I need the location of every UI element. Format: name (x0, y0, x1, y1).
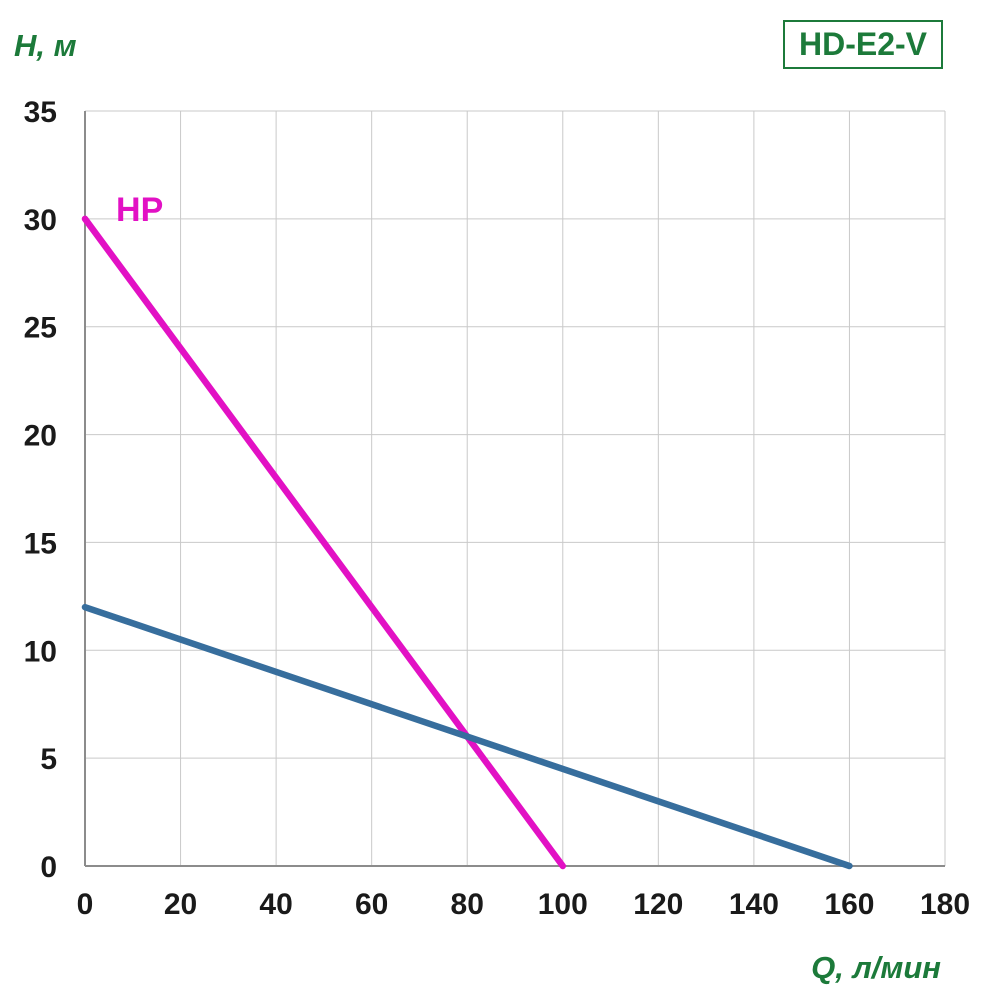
y-tick-label: 20 (24, 420, 57, 453)
model-title-badge: HD-E2-V (782, 20, 943, 69)
y-tick-label: 30 (24, 204, 57, 237)
x-tick-label: 80 (451, 888, 484, 921)
y-axis-label: H, м (14, 28, 77, 63)
series-line-head-flow-curve (81, 603, 853, 870)
y-tick-label: 15 (24, 527, 57, 560)
x-tick-label: 0 (77, 888, 94, 921)
x-tick-label: 20 (164, 888, 197, 921)
y-tick-label: 35 (24, 96, 57, 129)
x-tick-label: 180 (920, 888, 970, 921)
y-tick-label: 0 (40, 851, 57, 884)
x-tick-label: 160 (824, 888, 874, 921)
x-tick-label: 100 (538, 888, 588, 921)
y-tick-label: 10 (24, 635, 57, 668)
x-tick-label: 40 (259, 888, 292, 921)
x-axis-label: Q, л/мин (811, 950, 941, 985)
y-tick-label: 25 (24, 312, 57, 345)
x-tick-label: 60 (355, 888, 388, 921)
series-line-HP (81, 215, 567, 870)
series-annotation-HP: HP (116, 191, 163, 229)
x-tick-label: 120 (633, 888, 683, 921)
y-tick-label: 5 (40, 743, 57, 776)
x-tick-label: 140 (729, 888, 779, 921)
